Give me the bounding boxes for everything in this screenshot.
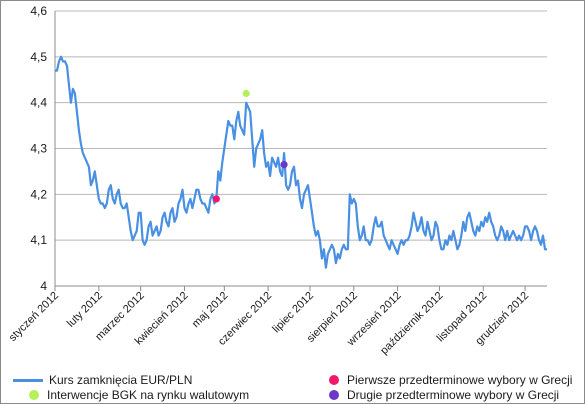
y-tick-label: 4,1 (30, 233, 47, 247)
legend-series-label: Kurs zamknięcia EUR/PLN (49, 373, 193, 387)
series-line-eurpln (55, 55, 547, 269)
legend-greece2-swatch (329, 390, 339, 400)
y-tick-label: 4,6 (30, 4, 47, 18)
legend-series: Kurs zamknięcia EUR/PLN (13, 373, 192, 387)
chart-plot: 4 4,1 4,2 4,3 4,4 4,5 4,6 styczeń 2012 luty 2012… (7, 4, 547, 357)
y-tick-label: 4 (40, 279, 47, 293)
event-marker-1 (242, 89, 250, 98)
legend-series-swatch (13, 378, 43, 382)
y-tick-label: 4,4 (30, 96, 47, 110)
legend-greece1-swatch (329, 375, 339, 385)
x-tick-label: styczeń 2012 (7, 290, 61, 344)
legend-bgk: Interwencje BGK na rynku walutowym (29, 388, 249, 402)
x-tick-label: maj 2012 (190, 290, 230, 330)
legend-bgk-label: Interwencje BGK na rynku walutowym (47, 388, 250, 402)
y-tick-label: 4,3 (30, 142, 47, 156)
event-marker-3 (280, 160, 288, 169)
y-tick-label: 4,5 (30, 50, 47, 64)
x-tick-label: lipiec 2012 (270, 290, 316, 336)
legend-greece2: Drugie przedterminowe wybory w Grecji (329, 388, 559, 402)
event-marker-2 (212, 195, 220, 203)
legend-greece1: Pierwsze przedterminowe wybory w Grecji (329, 373, 572, 387)
legend-greece1-label: Pierwsze przedterminowe wybory w Grecji (347, 373, 573, 387)
legend-bgk-swatch (29, 390, 39, 400)
x-tick-label: luty 2012 (65, 290, 105, 330)
legend-greece2-label: Drugie przedterminowe wybory w Grecji (347, 388, 560, 402)
y-tick-label: 4,2 (30, 187, 47, 201)
